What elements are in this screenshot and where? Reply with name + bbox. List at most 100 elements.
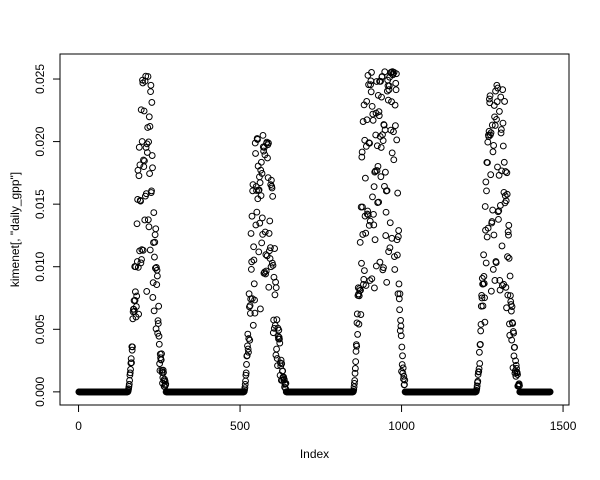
data-point: [488, 218, 496, 225]
data-point: [273, 316, 281, 324]
data-point: [546, 388, 554, 396]
data-point: [147, 81, 155, 89]
data-point: [477, 320, 485, 328]
data-point: [502, 168, 509, 175]
data-point: [396, 306, 404, 314]
data-point: [262, 267, 270, 275]
data-point: [268, 184, 276, 192]
y-tick-label: 0.000: [33, 377, 47, 407]
data-point: [401, 381, 408, 389]
data-point: [250, 280, 258, 288]
data-point: [350, 380, 358, 387]
data-point: [262, 270, 269, 278]
data-point: [148, 152, 156, 159]
data-point: [510, 329, 518, 337]
data-point: [487, 171, 495, 179]
data-point: [149, 294, 157, 301]
data-point: [241, 381, 249, 388]
data-point: [156, 360, 164, 368]
data-point: [159, 366, 167, 374]
data-point: [257, 192, 265, 200]
data-point: [382, 168, 389, 176]
data-point: [160, 369, 167, 376]
data-point: [247, 265, 255, 273]
data-point: [152, 225, 160, 233]
data-point: [149, 279, 157, 287]
data-point: [258, 239, 266, 247]
data-point: [369, 116, 377, 124]
data-point: [250, 243, 258, 251]
data-point: [395, 295, 403, 303]
data-point: [351, 377, 359, 384]
data-point: [485, 127, 493, 135]
data-point: [386, 244, 394, 252]
data-point: [353, 319, 361, 327]
data-point: [154, 320, 162, 327]
data-point: [370, 183, 378, 191]
data-point: [482, 259, 490, 267]
y-axis-title: kimenet[, "daily_gpp"]: [8, 172, 22, 287]
data-point: [512, 361, 520, 369]
data-point: [497, 129, 505, 137]
data-point: [504, 291, 512, 299]
data-point: [392, 86, 400, 94]
data-point: [396, 327, 404, 335]
data-point: [399, 364, 407, 372]
data-point: [398, 361, 406, 368]
data-point: [133, 292, 141, 300]
data-point: [371, 236, 379, 244]
data-point: [396, 290, 404, 298]
data-point: [272, 284, 280, 292]
data-point: [137, 259, 145, 267]
data-point: [258, 214, 266, 222]
data-point: [365, 81, 373, 89]
axes-layer: 0 500 1000 1500 0.000 0.005 0.010 0.015 0.020 0.0…: [33, 53, 577, 433]
data-point: [150, 307, 158, 315]
data-point: [500, 158, 508, 166]
data-point: [243, 361, 250, 368]
x-tick-label: 1500: [550, 419, 577, 433]
data-point: [353, 310, 361, 318]
data-point: [273, 355, 281, 362]
data-point: [132, 303, 140, 310]
data-point: [149, 164, 156, 172]
data-point: [256, 219, 264, 227]
data-point: [255, 186, 263, 194]
data-point: [253, 187, 260, 194]
data-point: [475, 368, 483, 376]
data-point: [482, 178, 490, 186]
data-point: [507, 307, 515, 315]
data-point: [251, 309, 259, 317]
data-point: [503, 169, 511, 177]
data-point: [127, 366, 134, 373]
data-point: [270, 324, 278, 332]
data-point: [497, 93, 505, 101]
data-point: [394, 189, 402, 197]
data-point: [388, 149, 396, 157]
data-point: [357, 286, 364, 294]
data-point: [354, 331, 362, 338]
y-tick-label: 0.005: [33, 314, 47, 344]
data-point: [494, 163, 501, 171]
data-point: [129, 343, 136, 351]
data-point: [484, 159, 491, 167]
data-point: [135, 172, 143, 180]
data-point: [378, 93, 385, 101]
data-point: [385, 248, 393, 256]
data-point: [137, 197, 144, 205]
data-point: [367, 88, 375, 96]
data-point: [141, 216, 149, 224]
data-point: [489, 148, 497, 156]
data-point: [145, 138, 153, 146]
data-point: [356, 238, 364, 246]
data-point: [261, 228, 269, 236]
data-point: [479, 302, 487, 310]
data-point: [156, 367, 164, 374]
data-point: [486, 95, 493, 103]
data-point: [478, 294, 486, 302]
data-point: [142, 72, 150, 80]
data-point: [504, 228, 512, 236]
data-point: [155, 302, 163, 310]
data-points-layer: [75, 68, 554, 396]
data-point: [135, 310, 143, 318]
